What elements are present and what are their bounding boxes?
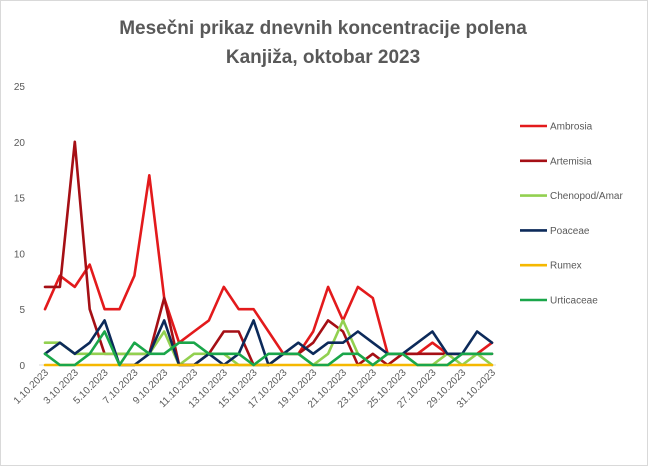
y-tick-label: 15 (14, 194, 26, 205)
y-tick-label: 5 (19, 305, 25, 316)
legend-label: Ambrosia (550, 122, 593, 133)
y-tick-label: 10 (14, 249, 26, 260)
series-lines (43, 140, 494, 367)
legend-label: Urticaceae (550, 296, 598, 307)
series-line-poaceae (43, 319, 494, 367)
legend-label: Poaceae (550, 226, 590, 237)
x-axis-ticks: 1.10.20233.10.20235.10.20237.10.20239.10… (12, 367, 499, 410)
series-line-urticaceae (43, 330, 494, 367)
y-tick-label: 20 (14, 138, 26, 149)
legend-label: Artemisia (550, 156, 592, 167)
legend-label: Rumex (550, 261, 582, 272)
legend-label: Chenopod/Amar (550, 191, 623, 202)
chart-title-line-2: Kanjiža, oktobar 2023 (226, 47, 420, 68)
y-axis-ticks: 0 5 10 15 20 25 (14, 82, 26, 372)
y-tick-label: 0 (19, 361, 25, 372)
series-line-ambrosia (43, 174, 494, 356)
chart-title-line-1: Mesečni prikaz dnevnih koncentracije pol… (119, 18, 527, 39)
y-tick-label: 25 (14, 82, 26, 93)
legend: Ambrosia Artemisia Chenopod/Amar Poaceae Rum… (520, 122, 623, 307)
